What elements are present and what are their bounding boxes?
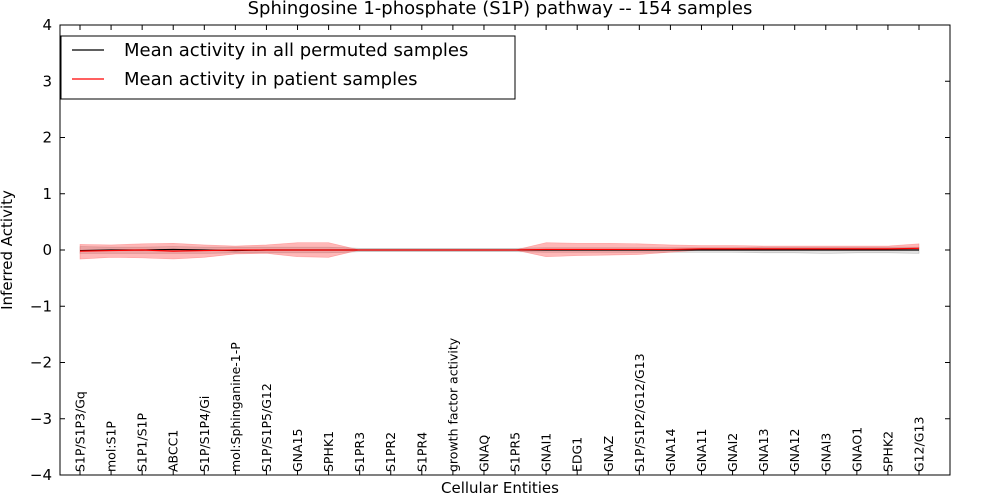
x-tick-label: GNA13 xyxy=(756,429,771,473)
series-lines xyxy=(79,247,920,252)
line-patient xyxy=(79,247,920,252)
y-tick-label: 1 xyxy=(42,185,52,203)
x-tick-label: GNAI2 xyxy=(725,433,740,472)
y-axis-ticks: −4 −3 −2 −1 0 1 2 3 4 xyxy=(30,16,950,484)
x-tick-label: GNAQ xyxy=(476,435,491,472)
x-tick-label: GNAI3 xyxy=(818,433,833,472)
x-tick-label: mol:S1P xyxy=(104,421,119,472)
x-tick-label: S1P/S1P4/Gi xyxy=(197,396,212,472)
x-axis-label: Cellular Entities xyxy=(441,479,559,497)
chart-title: Sphingosine 1-phosphate (S1P) pathway --… xyxy=(248,0,753,19)
x-tick-label: GNAO1 xyxy=(849,427,864,472)
x-tick-label: S1PR4 xyxy=(414,432,429,472)
y-tick-label: 3 xyxy=(42,72,52,90)
y-tick-label: 2 xyxy=(42,129,52,147)
x-tick-label: GNAZ xyxy=(601,436,616,472)
x-tick-label: S1P/S1P2/G12/G13 xyxy=(632,353,647,472)
x-tick-label: GNAI1 xyxy=(539,433,554,472)
x-tick-label: GNA14 xyxy=(663,428,678,472)
x-axis-ticks: S1P/S1P3/Gq mol:S1P S1P1/S1P ABCC1 S1P/S1P4/… xyxy=(73,25,927,475)
legend-label-permuted: Mean activity in all permuted samples xyxy=(124,40,468,61)
x-tick-label: mol:Sphinganine-1-P xyxy=(228,342,243,472)
legend: Mean activity in all permuted samples Me… xyxy=(60,35,516,100)
plot-frame xyxy=(59,24,951,476)
x-tick-label: GNA15 xyxy=(290,429,305,473)
legend-label-patient: Mean activity in patient samples xyxy=(124,69,418,90)
x-tick-label: EDG1 xyxy=(570,437,585,472)
x-tick-label: SPHK1 xyxy=(321,431,336,472)
y-tick-label: −1 xyxy=(30,297,52,315)
legend-box xyxy=(60,35,516,100)
x-tick-label: SPHK2 xyxy=(880,431,895,472)
x-tick-label: S1PR5 xyxy=(508,432,523,472)
x-tick-label: S1P/S1P5/G12 xyxy=(259,383,274,472)
y-tick-label: −4 xyxy=(30,466,52,484)
y-tick-label: −3 xyxy=(30,410,52,428)
x-tick-label: S1PR2 xyxy=(383,432,398,472)
x-tick-label: S1PR3 xyxy=(352,432,367,472)
y-tick-label: −2 xyxy=(30,354,52,372)
y-tick-label: 0 xyxy=(42,241,52,259)
x-tick-label: GNA12 xyxy=(787,429,802,473)
x-tick-label: growth factor activity xyxy=(445,337,460,472)
x-tick-label: S1P/S1P3/Gq xyxy=(73,391,88,472)
y-tick-label: 4 xyxy=(42,16,52,34)
x-tick-label: ABCC1 xyxy=(166,430,181,472)
y-axis-label: Inferred Activity xyxy=(0,190,16,310)
x-tick-label: GNA11 xyxy=(694,429,709,473)
x-tick-label: S1P1/S1P xyxy=(135,413,150,472)
x-tick-label: G12/G13 xyxy=(912,417,927,472)
